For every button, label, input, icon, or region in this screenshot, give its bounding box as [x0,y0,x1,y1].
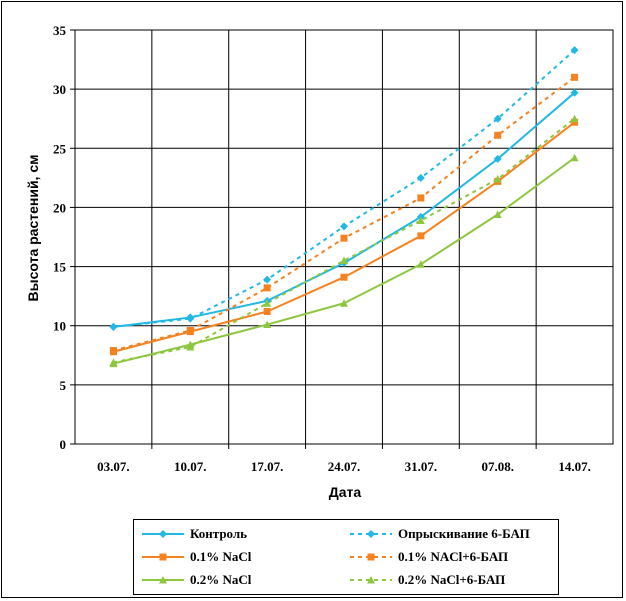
data-point-1-0 [109,322,118,331]
data-point-3-5 [494,131,502,139]
legend-marker [159,576,167,584]
series-line-3 [113,76,576,352]
vertical-gridlines [151,30,537,444]
y-tick-label: 5 [60,378,67,393]
data-point-3-4 [417,194,425,202]
data-point-5-6 [570,114,579,123]
data-point-4-2 [263,320,272,329]
y-tick-label: 30 [53,82,66,97]
data-point-0-5 [493,154,502,163]
x-tick-label: 24.07. [328,459,361,474]
series-markers [109,46,579,368]
legend-marker [367,530,375,538]
legend-label: Опрыскивание 6-БАП [398,526,530,541]
legend-swatch [350,530,392,538]
legend-swatch [350,576,392,584]
data-point-4-4 [416,260,425,268]
data-point-5-5 [493,175,502,183]
data-point-0-6 [570,88,579,97]
legend-swatch [142,576,184,584]
data-point-2-4 [417,232,425,240]
y-axis-title: Высота растений, см [25,155,41,302]
chart-legend: Контроль Опрыскивание 6-БАП 0.1% NaCl 0.1% … [133,519,559,595]
legend-entry-0: Контроль [140,525,247,543]
legend-swatch [350,553,392,561]
data-point-4-3 [340,299,348,307]
y-axis-tick-labels: 0 5 10 15 20 25 30 35 [53,23,67,452]
x-axis-title: Дата [329,484,362,500]
data-point-1-1 [186,314,195,323]
y-tick-label: 35 [53,23,67,38]
legend-label: 0.1% NACl+6-БАП [398,549,509,564]
x-tick-label: 14.07. [558,459,591,474]
data-point-4-5 [493,210,502,219]
x-tick-label: 07.08. [481,459,514,474]
legend-marker [367,553,375,561]
data-point-2-3 [340,273,348,281]
legend-label: 0.2% NaCl [190,572,252,587]
data-point-4-6 [570,153,579,162]
data-point-3-6 [571,73,579,81]
legend-marker [159,530,167,538]
data-point-5-4 [416,216,425,224]
y-tick-label: 20 [53,200,66,215]
data-point-3-3 [340,234,348,242]
legend-label: 0.2% NaCl+6-БАП [398,572,506,587]
legend-entry-2: 0.1% NaCl [140,548,251,566]
legend-swatch [142,553,184,561]
data-point-1-3 [340,222,348,231]
legend-entry-3: 0.1% NACl+6-БАП [348,548,508,566]
legend-entry-4: 0.2% NaCl [140,571,251,589]
series-line-1 [113,49,576,328]
data-point-1-4 [416,173,425,182]
data-point-3-0 [109,347,117,355]
x-tick-label: 03.07. [97,459,130,474]
legend-entry-5: 0.2% NaCl+6-БАП [348,571,505,589]
data-point-3-2 [263,284,271,292]
legend-label: 0.1% NaCl [190,549,252,564]
legend-marker [159,553,167,561]
x-tick-label: 31.07. [405,459,438,474]
legend-entry-1: Опрыскивание 6-БАП [348,525,530,543]
data-point-1-5 [493,114,502,123]
plot-area-border [74,29,614,445]
x-axis-tick-labels: 03.07. 10.07. 17.07. 24.07. 31.07. 07.08. 14.0… [97,444,591,474]
data-point-5-1 [186,343,195,351]
y-tick-label: 0 [60,437,67,452]
x-tick-label: 10.07. [174,459,207,474]
legend-marker [367,576,375,584]
data-point-2-2 [263,308,271,316]
x-tick-label: 17.07. [251,459,284,474]
data-point-1-2 [263,275,272,284]
data-point-1-6 [570,46,579,55]
y-tick-label: 15 [53,260,67,275]
data-point-3-1 [186,326,194,334]
legend-swatch [142,530,184,538]
data-point-2-6 [571,118,579,126]
series-lines [113,49,576,365]
data-point-5-0 [109,358,118,366]
y-tick-label: 25 [53,141,67,156]
data-point-5-3 [340,256,348,265]
data-point-5-2 [263,299,272,307]
y-tick-label: 10 [53,319,66,334]
legend-label: Контроль [190,526,248,541]
